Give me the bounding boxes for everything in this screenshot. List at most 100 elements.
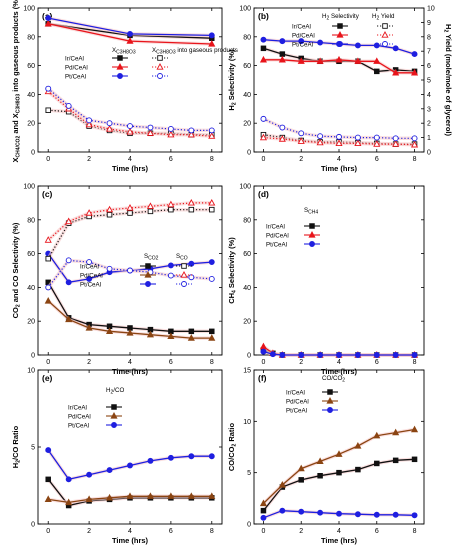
legend-entry: Pt/CeAl [266,242,287,249]
x-tick-label: 8 [413,528,417,535]
y2-tick-label: 9 [427,20,431,27]
data-point [208,40,216,47]
data-point [65,498,73,506]
data-point [260,45,267,52]
data-point [392,352,399,358]
data-point [85,120,93,128]
legend-marker [327,389,333,395]
data-point [336,133,342,140]
legend-entry: Pt/CeAl [68,423,89,430]
data-point [260,115,267,122]
data-point [187,198,195,206]
data-point [167,130,175,138]
series-line [263,350,415,356]
panel-label: (d) [258,189,269,199]
data-point [106,327,114,334]
data-point [392,428,400,436]
y-axis-label: H2/CO Ratio [11,425,22,468]
x-tick-label: 8 [210,528,214,535]
data-point [278,135,286,142]
data-point [188,127,195,134]
y-tick-label: 100 [239,6,251,13]
x-tick-label: 0 [46,528,50,535]
data-point [374,460,380,467]
data-point [126,37,134,44]
data-point [392,457,399,464]
y-tick-label: 5 [31,445,35,452]
data-point [167,262,174,269]
data-point [373,511,380,518]
x-axis-label: Time (hrs) [321,536,358,545]
x-tick-label: 6 [375,359,379,366]
x-tick-label: 8 [413,156,417,163]
data-point [354,352,361,358]
y-tick-label: 10 [243,419,251,426]
legend-entry: Ir/CeAl [266,224,285,231]
data-point [65,102,72,109]
panel-label: (e) [42,373,53,383]
data-point [392,68,400,76]
legend-header: SCO2 [144,253,159,262]
y2-tick-label: 5 [427,78,431,85]
series-line [47,209,212,260]
legend-entry: Pt/CeAl [292,42,313,49]
data-point [106,205,114,213]
legend-header: XC3H8O3 [112,47,136,56]
panel-label: (f) [258,373,267,383]
y-tick-label: 15 [243,368,251,375]
legend-marker [308,231,316,238]
data-point [168,206,174,213]
data-point [260,36,267,43]
y-tick-label: 80 [243,34,251,41]
data-point [260,507,267,514]
legend-entry: Ir/CeAl [80,264,99,271]
y2-tick-label: 1 [427,135,431,142]
data-point [106,493,114,501]
legend-marker [181,263,187,269]
y-tick-label: 40 [243,92,251,99]
data-point [411,512,418,519]
x-tick-label: 2 [299,156,303,163]
data-point [335,450,343,457]
data-point [317,133,324,140]
data-point [279,38,286,45]
y-tick-label: 100 [23,184,35,191]
data-point [147,208,154,215]
legend-entry: Ir/CeAl [68,405,87,412]
legend-marker [309,241,315,247]
data-point [208,127,215,134]
y-tick-label: 0 [31,522,35,529]
data-point [208,32,215,39]
data-point [65,217,73,225]
data-point [373,140,381,147]
data-point [45,85,52,92]
data-point [411,456,418,463]
x-tick-label: 4 [128,359,132,366]
legend-header: SCO [176,253,188,262]
data-point [106,211,113,218]
data-point [127,267,133,274]
series-glow [46,281,212,334]
data-point [126,329,134,336]
legend-entry: Pt/CeAl [65,74,86,81]
data-point [317,509,324,516]
y2-tick-label: 2 [427,121,431,128]
data-point [278,481,286,488]
data-point [208,492,216,499]
y-tick-label: 0 [31,150,35,157]
legend-marker [337,23,343,29]
data-point [411,68,419,76]
y-tick-label: 20 [243,319,251,326]
data-point [259,499,267,507]
data-point [260,514,267,521]
data-point [188,206,195,213]
y-axis-label: CO/CO2 Ratio [227,422,238,471]
legend-marker [116,63,124,70]
y-tick-label: 60 [27,63,35,70]
data-point [126,127,134,135]
data-point [146,129,154,136]
x-tick-label: 6 [169,156,173,163]
legend-marker [181,281,187,287]
data-point [316,138,324,146]
